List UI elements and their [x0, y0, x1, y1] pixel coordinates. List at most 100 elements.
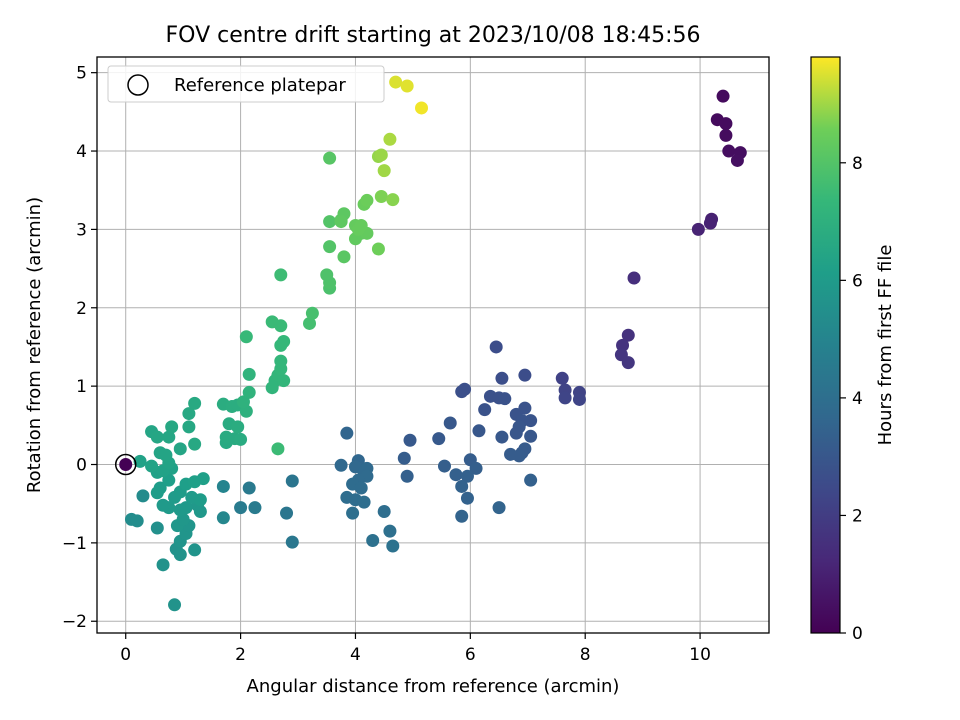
data-point: [285, 474, 299, 488]
data-point: [354, 218, 368, 232]
data-point: [193, 493, 207, 507]
data-point: [555, 371, 569, 385]
data-point: [340, 426, 354, 440]
data-point: [334, 458, 348, 472]
colorbar-tick-label: 0: [852, 624, 863, 644]
y-tick-label: 2: [76, 299, 87, 319]
data-point: [216, 479, 230, 493]
x-tick-label: 8: [580, 645, 591, 665]
colorbar-gradient: [810, 56, 841, 634]
data-point: [366, 534, 380, 548]
reference-point-ring: [114, 453, 137, 476]
data-point: [159, 448, 173, 462]
data-point: [130, 514, 144, 528]
data-point: [165, 420, 179, 434]
data-point: [188, 543, 202, 557]
data-point: [136, 489, 150, 503]
data-point: [498, 392, 512, 406]
data-point: [449, 468, 463, 482]
data-point: [280, 506, 294, 520]
data-point: [621, 356, 635, 370]
data-point: [455, 509, 469, 523]
data-point: [323, 151, 337, 165]
data-point: [234, 501, 248, 515]
y-tick-label: 0: [76, 456, 87, 476]
data-point: [133, 454, 147, 468]
data-point: [455, 479, 469, 493]
y-tick-label: 5: [76, 64, 87, 84]
data-point: [730, 153, 744, 167]
data-point: [472, 424, 486, 438]
data-point: [320, 268, 334, 282]
y-axis-label: Rotation from reference (arcmin): [24, 197, 45, 493]
data-point: [231, 420, 245, 434]
colorbar-tick-label: 2: [852, 506, 863, 526]
data-point: [274, 319, 288, 333]
data-point: [168, 598, 182, 612]
data-point: [360, 193, 374, 207]
data-point: [305, 306, 319, 320]
data-point: [150, 486, 164, 500]
data-point: [455, 385, 469, 399]
data-point: [524, 429, 538, 443]
data-point: [274, 268, 288, 282]
data-point: [242, 385, 256, 399]
colorbar-tick-label: 6: [852, 271, 863, 291]
x-tick-label: 4: [350, 645, 361, 665]
data-point: [346, 506, 360, 520]
data-point: [386, 539, 400, 553]
legend: Reference platepar: [107, 65, 385, 103]
data-point: [173, 548, 187, 562]
grid-lines: [97, 57, 769, 633]
data-point: [188, 396, 202, 410]
x-axis-label: Angular distance from reference (arcmin): [247, 676, 620, 697]
y-tick-label: 4: [76, 142, 87, 162]
data-point: [403, 433, 417, 447]
data-point: [469, 461, 483, 475]
chart-title: FOV centre drift starting at 2023/10/08 …: [166, 23, 701, 48]
data-point: [173, 503, 187, 517]
data-point: [460, 491, 474, 505]
reference-point-fill: [119, 458, 133, 472]
data-point: [357, 495, 371, 509]
data-point: [285, 535, 299, 549]
data-point: [242, 367, 256, 381]
data-point: [274, 354, 288, 368]
data-point: [277, 334, 291, 348]
data-point: [572, 392, 586, 406]
colorbar-tick-label: 4: [852, 389, 863, 409]
data-point: [193, 505, 207, 519]
x-tick-label: 10: [689, 645, 711, 665]
data-point: [236, 395, 250, 409]
legend-marker: [127, 74, 149, 96]
data-point: [374, 189, 388, 203]
data-point: [188, 437, 202, 451]
x-tick-label: 0: [120, 645, 131, 665]
x-tick-label: 2: [235, 645, 246, 665]
data-point: [478, 403, 492, 417]
data-point: [234, 432, 248, 446]
data-point: [691, 222, 705, 236]
data-point: [323, 215, 337, 229]
data-point: [145, 459, 159, 473]
colorbar-label: Hours from first FF file: [875, 245, 896, 446]
data-point: [432, 432, 446, 446]
data-point: [386, 193, 400, 207]
legend-entry: Reference platepar: [174, 75, 346, 96]
data-point: [621, 328, 635, 342]
data-point: [524, 473, 538, 487]
data-point: [512, 449, 526, 463]
data-point: [495, 430, 509, 444]
data-point: [334, 215, 348, 229]
data-point: [616, 338, 630, 352]
y-axis-ticks: −2 −1 0 1 2 3 4 5: [62, 64, 97, 632]
legend-box: [107, 65, 385, 103]
data-point: [182, 407, 196, 421]
data-point: [377, 164, 391, 178]
data-point: [377, 505, 391, 519]
data-point: [242, 481, 256, 495]
data-point: [337, 250, 351, 264]
x-axis-ticks: 0 2 4 6 8 10: [120, 633, 711, 665]
data-point: [156, 498, 170, 512]
